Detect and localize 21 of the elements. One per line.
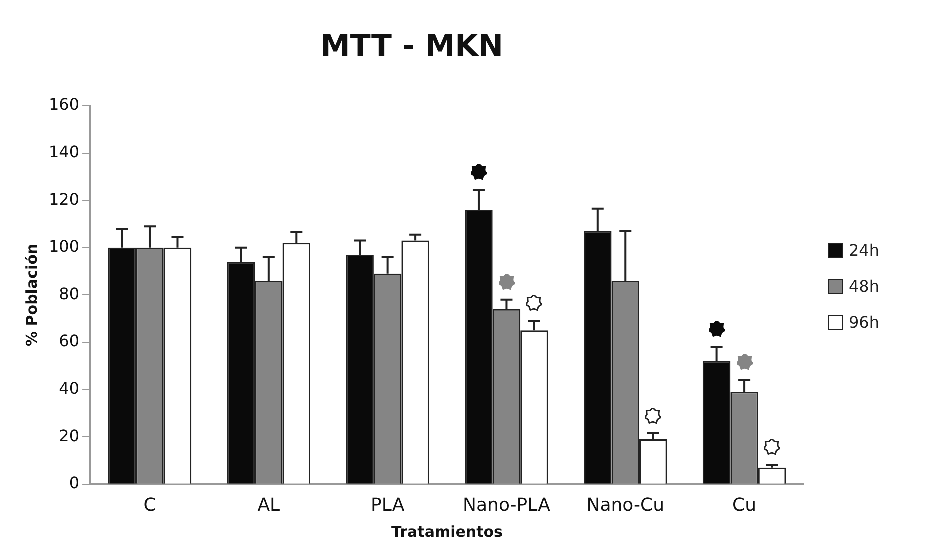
x-tick-label: PLA — [371, 494, 406, 516]
x-tick-label: Cu — [732, 494, 757, 516]
y-tick-label: 160 — [48, 95, 80, 114]
y-tick-label: 40 — [59, 378, 80, 398]
x-tick-label: Nano-Cu — [586, 494, 664, 516]
y-axis-title: % Población — [22, 244, 41, 346]
legend-label: 48h — [849, 276, 880, 296]
chart-title: MTT - MKN — [320, 28, 504, 64]
y-tick-label: 0 — [69, 474, 80, 493]
x-axis-title: Tratamientos — [392, 522, 504, 541]
y-tick-label: 100 — [48, 237, 80, 256]
x-tick-label: Nano-PLA — [463, 494, 552, 516]
y-tick-label: 80 — [59, 284, 80, 304]
y-tick-label: 60 — [59, 332, 80, 351]
legend-label: 24h — [849, 240, 880, 260]
y-tick-label: 140 — [48, 142, 80, 162]
text: 96h — [849, 312, 880, 332]
x-tick-label: C — [144, 494, 156, 516]
x-tick-label: AL — [258, 494, 280, 516]
y-tick-label: 20 — [59, 426, 80, 446]
y-tick-label: 120 — [48, 190, 80, 209]
